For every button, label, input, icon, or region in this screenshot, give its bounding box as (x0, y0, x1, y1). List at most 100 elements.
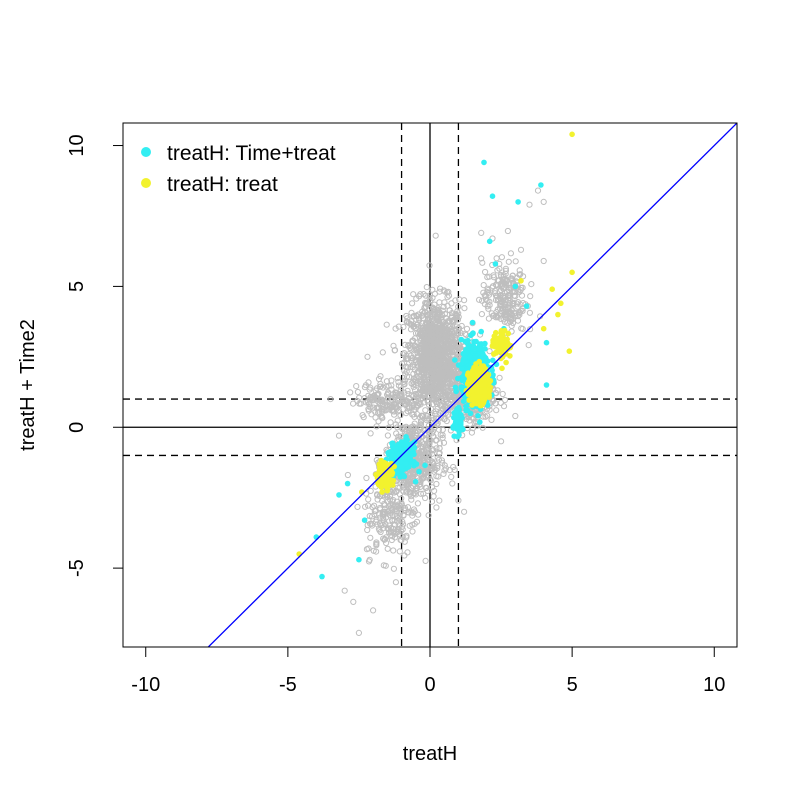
data-point (452, 297, 459, 304)
data-point (400, 378, 407, 385)
data-point (431, 411, 438, 418)
data-point (380, 404, 387, 411)
data-point (448, 310, 456, 317)
data-point (417, 330, 425, 337)
data-point (442, 326, 449, 333)
data-point (393, 512, 400, 520)
data-point (376, 383, 384, 390)
data-point (417, 450, 424, 457)
data-point (441, 288, 448, 295)
data-point (442, 314, 449, 321)
data-point (429, 459, 436, 466)
data-point (454, 308, 461, 315)
data-point (400, 351, 407, 358)
data-point (458, 336, 465, 343)
data-point (498, 438, 505, 445)
data-point (458, 385, 465, 391)
data-point (395, 526, 402, 533)
data-point (512, 283, 519, 290)
data-point (525, 342, 532, 349)
data-point (493, 334, 499, 341)
data-point (419, 308, 426, 315)
data-point (356, 400, 363, 407)
data-point (376, 492, 383, 500)
data-point (404, 455, 411, 461)
data-point (461, 508, 468, 515)
data-point (482, 370, 489, 377)
data-point (438, 414, 445, 421)
data-point (461, 305, 468, 312)
data-point (566, 348, 573, 355)
data-point (424, 300, 431, 307)
data-point (509, 315, 516, 323)
data-point (501, 327, 508, 334)
data-point (428, 498, 436, 505)
data-point (354, 388, 361, 396)
data-point (478, 401, 485, 407)
data-point (538, 182, 544, 188)
data-point (423, 284, 430, 291)
data-point (505, 258, 512, 265)
data-point (484, 402, 491, 409)
data-point (426, 292, 434, 299)
y-tick-label: 10 (66, 134, 88, 156)
data-point (427, 436, 434, 443)
data-point (463, 346, 469, 353)
y-tick-label: 5 (66, 281, 88, 292)
data-point (514, 274, 521, 281)
data-point (479, 259, 486, 266)
data-point (375, 418, 382, 425)
data-point (508, 322, 515, 329)
data-point (439, 349, 447, 356)
data-point (486, 238, 493, 245)
data-point (443, 380, 450, 387)
data-point (420, 373, 428, 380)
data-point (413, 343, 420, 350)
data-point (408, 309, 415, 316)
data-point (517, 246, 525, 253)
data-point (396, 441, 402, 448)
data-point (367, 404, 374, 411)
data-point (400, 482, 407, 489)
data-point (401, 538, 408, 545)
data-point (383, 539, 390, 547)
data-point (366, 556, 373, 563)
data-point (366, 512, 373, 520)
data-point (528, 281, 535, 288)
data-point (379, 497, 386, 505)
data-point (418, 473, 425, 480)
data-point (374, 492, 381, 499)
data-point (396, 512, 403, 520)
data-point (505, 292, 512, 299)
data-point (430, 336, 437, 343)
data-point (404, 364, 411, 371)
data-point (437, 285, 444, 292)
data-point (427, 354, 434, 361)
data-point (473, 338, 479, 345)
data-point (479, 424, 486, 431)
data-point (409, 354, 416, 362)
data-point (527, 293, 534, 300)
data-point (436, 373, 444, 380)
data-point (514, 317, 522, 324)
data-point (335, 432, 343, 439)
data-point (380, 406, 387, 413)
data-point (379, 489, 385, 495)
data-point (355, 629, 362, 637)
data-point (488, 364, 495, 371)
data-point (425, 323, 433, 330)
data-point (377, 373, 384, 380)
data-point (503, 344, 509, 351)
data-point (403, 481, 410, 488)
data-point (400, 323, 407, 331)
data-point (403, 312, 410, 320)
legend-marker-treat (141, 178, 151, 188)
data-point (369, 513, 376, 520)
data-point (497, 281, 504, 288)
data-point (482, 413, 489, 420)
data-point (474, 388, 481, 395)
data-point (459, 366, 465, 372)
data-point (388, 536, 395, 544)
data-point (475, 393, 482, 400)
data-point (443, 364, 450, 371)
